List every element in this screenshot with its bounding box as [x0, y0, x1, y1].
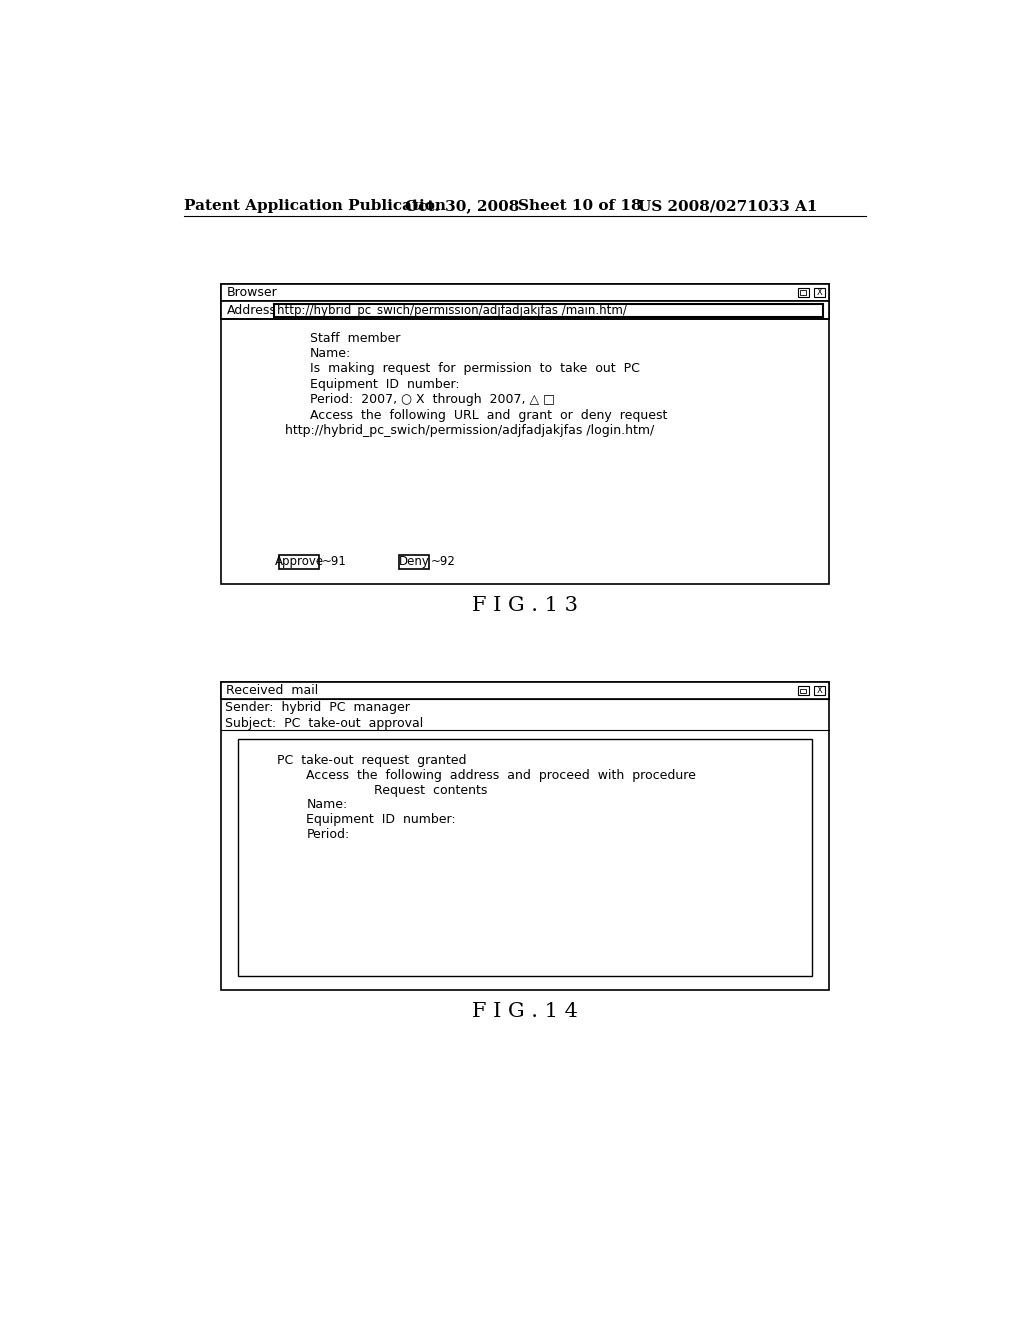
- Text: Equipment  ID  number:: Equipment ID number:: [306, 813, 456, 826]
- Text: Period:  2007, ○ X  through  2007, △ □: Period: 2007, ○ X through 2007, △ □: [310, 393, 555, 407]
- Text: Sender:  hybrid  PC  manager: Sender: hybrid PC manager: [225, 701, 410, 714]
- Text: PC  take-out  request  granted: PC take-out request granted: [276, 755, 466, 767]
- Text: US 2008/0271033 A1: US 2008/0271033 A1: [638, 199, 817, 213]
- Bar: [800, 689, 806, 693]
- Bar: [800, 290, 806, 296]
- Bar: [399, 554, 429, 569]
- Text: X: X: [816, 288, 822, 297]
- Text: Name:: Name:: [306, 799, 347, 812]
- Bar: [280, 554, 319, 569]
- Bar: [221, 284, 829, 585]
- Text: Approve: Approve: [274, 556, 324, 569]
- Bar: [221, 301, 829, 319]
- Text: Received  mail: Received mail: [226, 684, 318, 697]
- Text: Staff  member: Staff member: [310, 331, 400, 345]
- Bar: [238, 739, 812, 977]
- Text: Address: Address: [226, 304, 276, 317]
- Text: Sheet 10 of 18: Sheet 10 of 18: [518, 199, 641, 213]
- Text: ~91: ~91: [322, 556, 347, 569]
- Text: http://hybrid_pc_swich/permission/adjfadjakjfas /main.htm/: http://hybrid_pc_swich/permission/adjfad…: [276, 304, 627, 317]
- Text: F I G . 1 3: F I G . 1 3: [472, 595, 578, 615]
- Text: Name:: Name:: [310, 347, 351, 360]
- Bar: [799, 288, 809, 297]
- Text: X: X: [816, 686, 822, 694]
- Text: ~92: ~92: [431, 556, 456, 569]
- Bar: [221, 682, 829, 990]
- Text: http://hybrid_pc_swich/permission/adjfadjakjfas /login.htm/: http://hybrid_pc_swich/permission/adjfad…: [285, 424, 653, 437]
- Text: Browser: Browser: [226, 286, 278, 298]
- Text: Is  making  request  for  permission  to  take  out  PC: Is making request for permission to take…: [310, 363, 640, 375]
- Bar: [273, 304, 823, 317]
- Bar: [814, 288, 824, 297]
- Text: Access  the  following  address  and  proceed  with  procedure: Access the following address and proceed…: [306, 770, 696, 781]
- Bar: [814, 686, 824, 694]
- Text: Period:: Period:: [306, 828, 349, 841]
- Text: Subject:  PC  take-out  approval: Subject: PC take-out approval: [225, 717, 423, 730]
- Text: Equipment  ID  number:: Equipment ID number:: [310, 378, 460, 391]
- Bar: [221, 682, 829, 700]
- Text: Request  contents: Request contents: [374, 784, 487, 797]
- Bar: [799, 686, 809, 694]
- Text: Access  the  following  URL  and  grant  or  deny  request: Access the following URL and grant or de…: [310, 409, 668, 421]
- Text: Deny: Deny: [398, 556, 429, 569]
- Text: F I G . 1 4: F I G . 1 4: [472, 1002, 578, 1020]
- Text: Patent Application Publication: Patent Application Publication: [183, 199, 445, 213]
- Bar: [221, 284, 829, 301]
- Text: Oct. 30, 2008: Oct. 30, 2008: [406, 199, 520, 213]
